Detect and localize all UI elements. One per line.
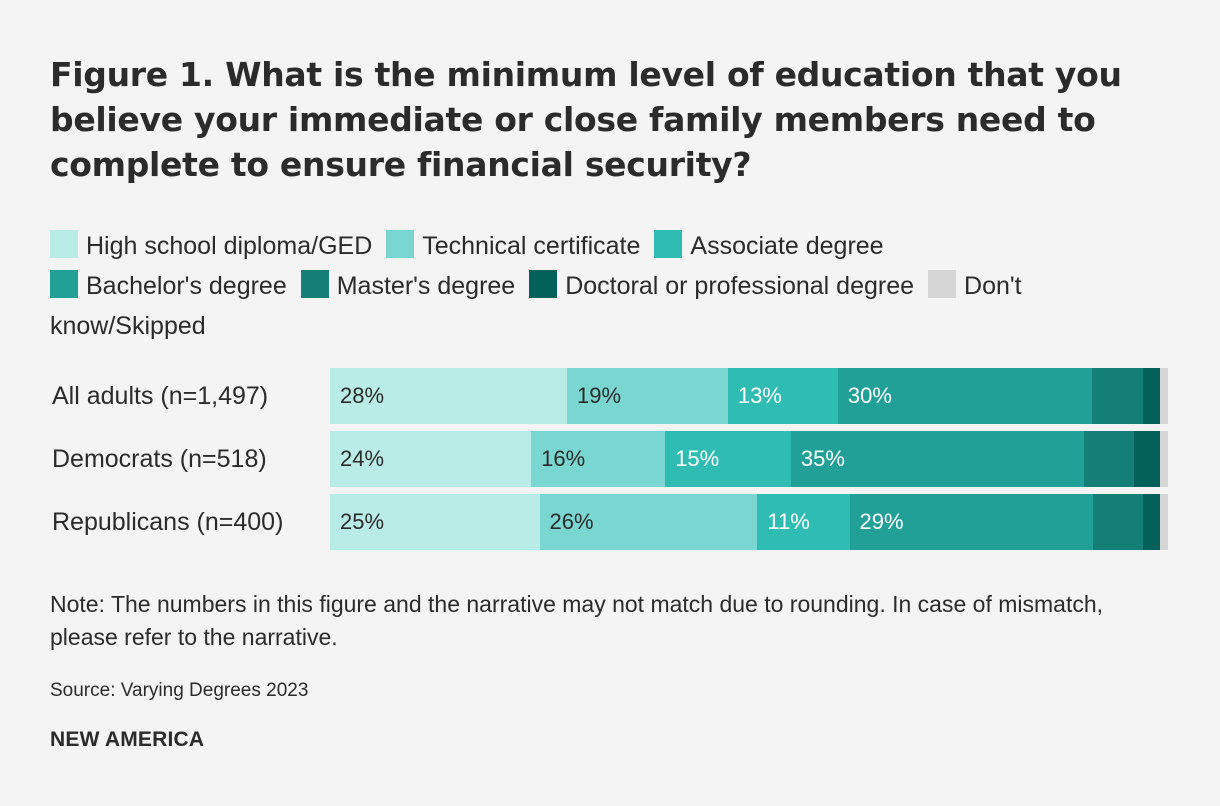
legend-item: Technical certificate: [386, 230, 641, 260]
legend-swatch: [50, 230, 78, 258]
bar-segment: 26%: [539, 494, 758, 550]
bar-segment: 19%: [567, 368, 728, 424]
legend-label: Associate degree: [690, 232, 884, 260]
bar-segment: 28%: [330, 368, 567, 424]
data-label: 26%: [549, 509, 594, 534]
bar-segment: 15%: [665, 431, 791, 487]
bar-segment: 30%: [837, 368, 1092, 424]
legend-label: High school diploma/GED: [86, 232, 373, 260]
bar-segment: [1092, 494, 1143, 550]
data-label: 13%: [737, 383, 782, 408]
bar-segment: [1084, 431, 1135, 487]
bar-segment: 25%: [330, 494, 540, 550]
bar-segment: [1142, 368, 1160, 424]
legend: High school diploma/GED Technical certifi…: [50, 226, 1160, 346]
category-label: Democrats (n=518): [52, 445, 267, 473]
legend-label: Doctoral or professional degree: [565, 272, 915, 300]
stacked-bar: 28% 19% 13% 30%: [330, 368, 1168, 424]
data-label: 25%: [340, 509, 385, 534]
legend-label: Don't know/Skipped: [50, 272, 1022, 340]
bar-row: All adults (n=1,497) 28% 19% 13% 30%: [0, 368, 1220, 424]
bar-segment: [1091, 368, 1143, 424]
legend-item: Doctoral or professional degree: [529, 270, 915, 300]
legend-label: Master's degree: [336, 272, 516, 300]
bar-segment: [1159, 494, 1168, 550]
legend-swatch: [928, 270, 957, 298]
bar-segment: [1134, 431, 1160, 487]
data-label: 24%: [340, 446, 385, 471]
data-label: 28%: [340, 383, 385, 408]
bar-segment: [1159, 368, 1168, 424]
bar-segment: 24%: [330, 431, 532, 487]
bar-segment: [1159, 431, 1168, 487]
legend-item: Master's degree: [300, 270, 516, 300]
bar-row: Democrats (n=518) 24% 16% 15% 35%: [0, 431, 1220, 487]
legend-label: Bachelor's degree: [86, 272, 287, 300]
legend-label: Technical certificate: [422, 232, 641, 260]
stacked-bar: 25% 26% 11% 29%: [330, 494, 1168, 550]
legend-swatch: [529, 270, 558, 298]
data-label: 15%: [675, 446, 720, 471]
publisher-logo: NEW AMERICA: [50, 728, 205, 751]
data-label: 29%: [859, 509, 904, 534]
category-label: Republicans (n=400): [52, 508, 284, 536]
bar-segment: 35%: [790, 431, 1085, 487]
stacked-bar: 24% 16% 15% 35%: [330, 431, 1168, 487]
data-label: 11%: [767, 509, 810, 534]
data-label: 19%: [577, 383, 622, 408]
legend-swatch: [654, 230, 683, 258]
bar-segment: 13%: [727, 368, 838, 424]
chart-title: Figure 1. What is the minimum level of e…: [50, 55, 1122, 184]
source-line: Source: Varying Degrees 2023: [50, 680, 309, 701]
data-label: 16%: [541, 446, 586, 471]
category-label: All adults (n=1,497): [52, 382, 269, 410]
footnote: Note: The numbers in this figure and the…: [50, 591, 1104, 650]
data-label: 35%: [800, 446, 845, 471]
legend-item: High school diploma/GED: [50, 230, 373, 260]
legend-swatch: [386, 230, 415, 258]
legend-item: Associate degree: [654, 230, 884, 260]
legend-swatch: [50, 270, 78, 298]
legend-swatch: [300, 270, 329, 298]
bar-segment: 11%: [757, 494, 850, 550]
bar-row: Republicans (n=400) 25% 26% 11% 29%: [0, 494, 1220, 550]
data-label: 30%: [847, 383, 892, 408]
legend-item: Don't know/Skipped: [50, 270, 1022, 340]
bar-segment: 16%: [531, 431, 666, 487]
bar-segment: [1142, 494, 1160, 550]
legend-item: Bachelor's degree: [50, 270, 287, 300]
bar-segment: 29%: [849, 494, 1093, 550]
